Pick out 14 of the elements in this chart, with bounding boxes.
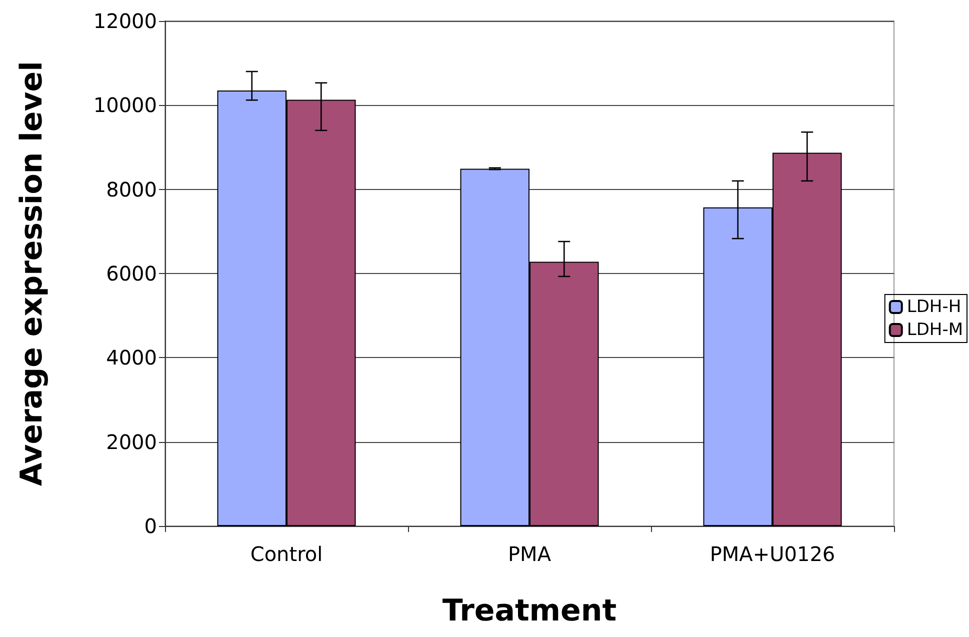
y-tick-label: 10000 bbox=[93, 93, 157, 118]
y-tick-label: 6000 bbox=[106, 262, 157, 286]
legend-label: LDH-M bbox=[906, 320, 964, 340]
x-tick-label: PMA+U0126 bbox=[710, 542, 836, 566]
x-tick-label: Control bbox=[250, 542, 323, 566]
y-tick-label: 4000 bbox=[106, 346, 157, 370]
legend-label: LDH-H bbox=[906, 297, 962, 317]
y-tick-label: 8000 bbox=[106, 177, 157, 202]
x-axis-title: Treatment bbox=[442, 594, 617, 628]
y-tick-label: 0 bbox=[144, 514, 157, 538]
y-axis-title: Average expression level bbox=[14, 61, 50, 486]
y-tick-label: 12000 bbox=[93, 9, 157, 33]
y-tick-label: 2000 bbox=[106, 430, 157, 454]
x-tick-label: PMA bbox=[508, 542, 552, 566]
